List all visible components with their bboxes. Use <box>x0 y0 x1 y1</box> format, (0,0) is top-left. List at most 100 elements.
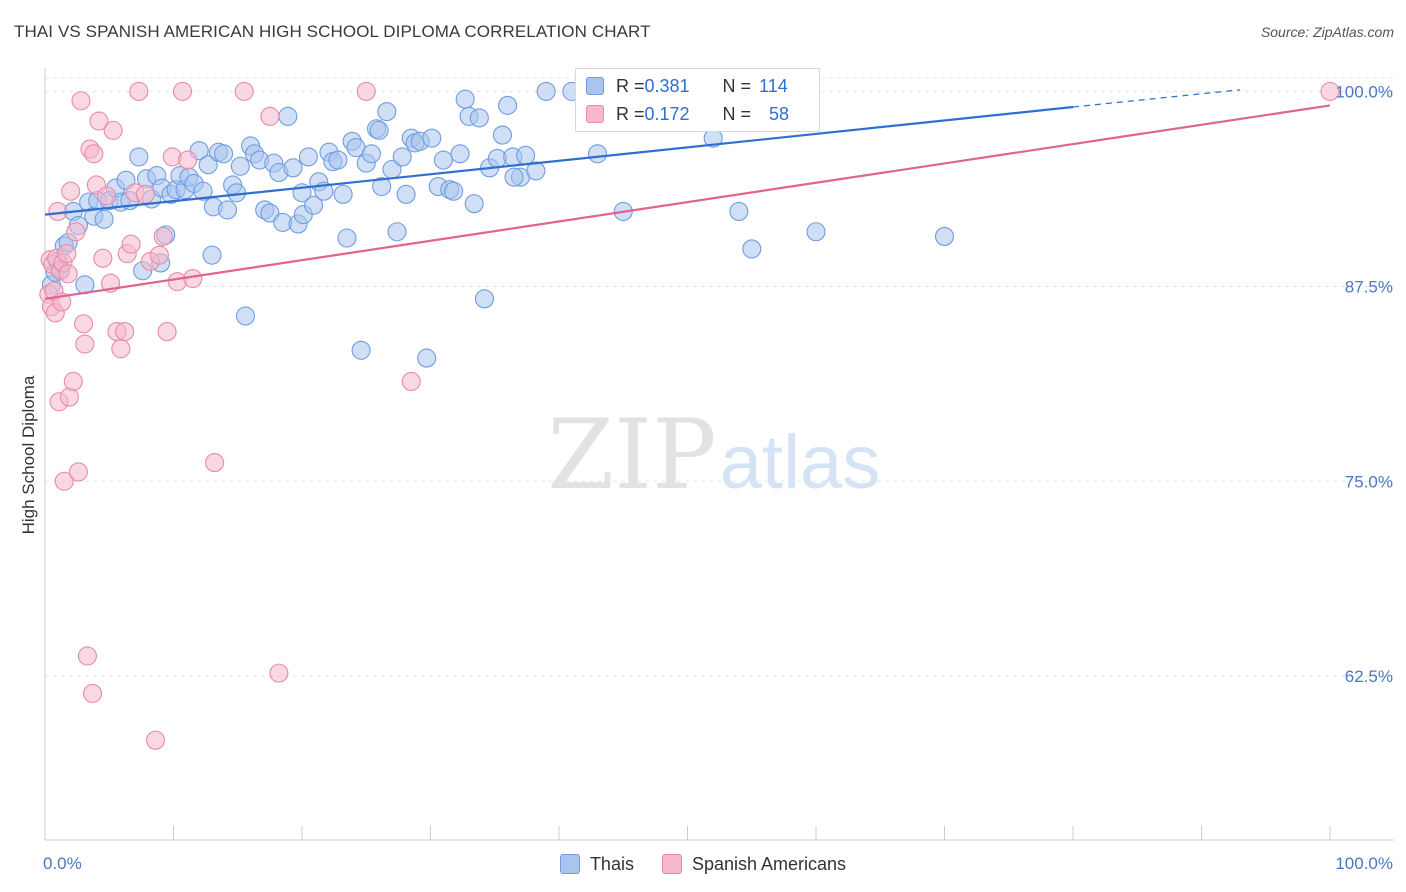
data-point <box>97 186 117 206</box>
data-point <box>153 226 173 246</box>
legend-item-thais[interactable]: Thais <box>559 853 634 875</box>
data-point <box>235 306 256 326</box>
data-point <box>474 289 495 309</box>
data-point <box>742 239 762 259</box>
data-point <box>89 111 109 131</box>
data-point <box>260 203 280 223</box>
legend-item-spanish-americans[interactable]: Spanish Americans <box>661 853 847 875</box>
data-point <box>103 120 123 140</box>
data-point <box>77 646 97 666</box>
data-point <box>387 222 407 242</box>
data-point <box>396 184 416 204</box>
data-point <box>422 128 442 148</box>
r-label: R = <box>616 75 645 96</box>
trend-lines <box>44 89 1331 300</box>
n-label: N = <box>722 103 752 124</box>
data-point <box>178 150 198 170</box>
data-point <box>54 471 74 491</box>
stats-legend-row-spanish-americans: R = 0.172 N = 58 <box>586 101 789 127</box>
watermark: ZIP atlas <box>547 399 880 511</box>
data-point <box>111 339 131 359</box>
data-point <box>304 195 324 215</box>
r-label: R = <box>616 103 645 124</box>
data-point <box>74 314 94 334</box>
r-value: 0.381 <box>644 75 690 96</box>
data-point <box>234 81 254 101</box>
data-point <box>1320 81 1340 101</box>
data-point <box>401 371 421 392</box>
trend-line <box>44 105 1074 216</box>
data-point <box>145 730 166 750</box>
data-point <box>94 209 114 229</box>
data-point <box>214 144 234 164</box>
data-point <box>464 194 484 214</box>
data-point <box>433 150 453 170</box>
data-point <box>283 158 303 178</box>
data-point <box>372 176 392 197</box>
data-point <box>526 161 546 181</box>
data-point <box>205 453 225 473</box>
data-point <box>361 144 381 164</box>
data-point <box>587 144 608 164</box>
data-point <box>469 108 489 128</box>
data-point <box>226 183 247 203</box>
data-points <box>39 81 1340 750</box>
data-point <box>61 181 81 201</box>
data-point <box>516 145 536 165</box>
thais-legend-swatch <box>559 854 580 874</box>
data-point <box>450 144 470 164</box>
data-point <box>198 155 218 175</box>
data-point <box>278 106 298 126</box>
data-point <box>129 147 149 167</box>
axes <box>44 68 1394 841</box>
data-point <box>63 371 83 392</box>
series-legend: Thais Spanish Americans <box>0 851 1406 877</box>
data-point <box>59 387 79 407</box>
data-point <box>504 167 524 187</box>
data-point <box>71 91 91 111</box>
x-tick-label: 100.0% <box>1335 854 1393 873</box>
data-point <box>167 272 187 292</box>
series-spanish-americans <box>39 81 1340 750</box>
data-point <box>162 147 182 167</box>
y-tick-label: 100.0% <box>1335 82 1393 101</box>
source-credit: Source: ZipAtlas.com <box>1260 24 1394 40</box>
data-point <box>498 95 518 115</box>
data-point <box>298 147 318 167</box>
legend-label-spanish-americans: Spanish Americans <box>691 853 847 874</box>
y-tick-label: 87.5% <box>1345 277 1393 296</box>
data-point <box>492 125 513 145</box>
data-point <box>356 81 376 101</box>
data-point <box>217 200 238 220</box>
data-point <box>82 683 103 703</box>
data-point <box>351 340 371 360</box>
tick-labels: 62.5% 75.0% 87.5% 100.0% 0.0% 100.0% <box>43 82 1393 873</box>
data-point <box>157 322 177 342</box>
data-point <box>369 120 389 140</box>
data-point <box>172 81 193 101</box>
data-point <box>202 245 222 265</box>
data-point <box>57 244 77 264</box>
spanish-americans-legend-swatch <box>661 854 682 874</box>
data-point <box>333 184 353 204</box>
data-point <box>75 334 95 354</box>
data-point <box>66 222 86 242</box>
legend-label-thais: Thais <box>589 853 634 874</box>
data-point <box>417 348 437 368</box>
data-point <box>58 264 78 284</box>
data-point <box>149 245 169 265</box>
data-point <box>68 462 88 482</box>
trend-line-extension <box>1072 89 1241 108</box>
n-label: N = <box>722 75 752 96</box>
data-point <box>121 234 141 254</box>
y-axis-label: High School Diploma <box>19 375 38 534</box>
data-point <box>337 228 357 248</box>
data-point <box>455 89 475 109</box>
data-point <box>230 156 250 176</box>
stats-legend: R = 0.381 N = 114 R = 0.172 N = 58 <box>575 68 820 132</box>
trend-line <box>44 104 1331 300</box>
data-point <box>193 181 213 201</box>
data-point <box>135 184 155 204</box>
data-point <box>444 181 464 201</box>
